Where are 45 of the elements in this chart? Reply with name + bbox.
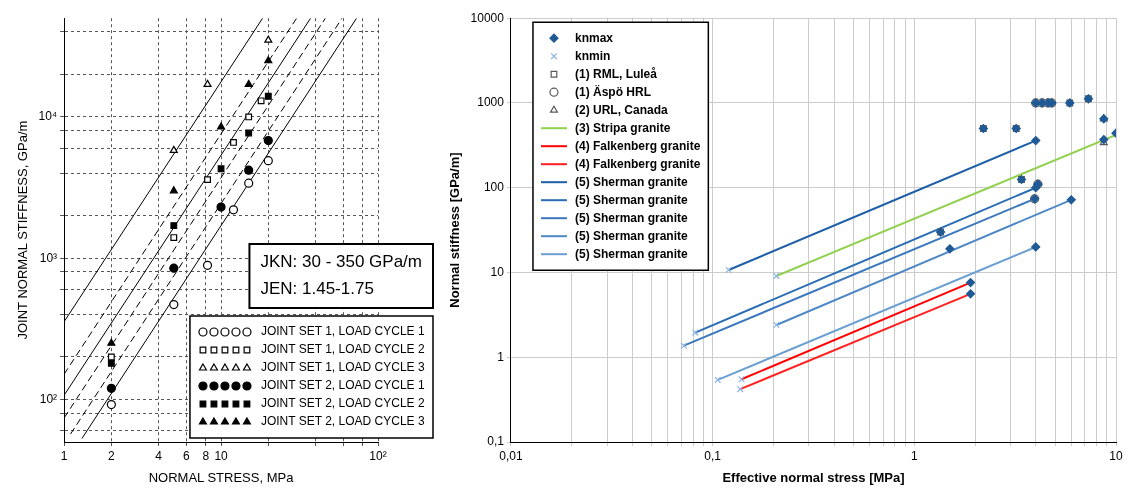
y-tick-label: 10³ — [39, 250, 58, 265]
x-axis-title: Effective normal stress [MPa] — [722, 469, 905, 485]
x-tick-label: 10² — [369, 448, 387, 463]
y-tick-label: 10² — [39, 391, 58, 406]
legend-label: JOINT SET 2, LOAD CYCLE 3 — [260, 414, 425, 429]
x-tick-label: 10 — [214, 448, 229, 463]
legend-label: (5) Sherman granite — [574, 192, 688, 207]
legend-label: knmax — [574, 30, 614, 45]
legend-label: knmin — [574, 48, 611, 63]
y-tick-label: 10 — [490, 264, 505, 279]
x-tick-label: 1 — [60, 448, 68, 463]
y-tick-label: 0,1 — [487, 434, 505, 449]
legend-label: JOINT SET 1, LOAD CYCLE 2 — [260, 342, 425, 357]
x-axis-title: NORMAL STRESS, MPa — [148, 469, 295, 485]
x-tick-label: 0,1 — [704, 448, 722, 463]
y-axis-title: JOINT NORMAL STIFFNESS, GPa/m — [15, 120, 31, 340]
x-tick-label: 2 — [108, 448, 116, 463]
legend-label: (3) Stripa granite — [574, 120, 671, 135]
legend-label: (5) Sherman granite — [574, 246, 688, 261]
x-tick-label: 6 — [182, 448, 190, 463]
annotation: JEN: 1.45-1.75 — [260, 279, 374, 299]
y-tick-label: 10000 — [470, 10, 505, 25]
y-tick-label: 1 — [497, 349, 505, 364]
x-tick-label: 8 — [202, 448, 210, 463]
y-tick-label: 10⁴ — [38, 109, 58, 124]
y-tick-label: 100 — [483, 180, 505, 195]
x-tick-label: 1 — [910, 448, 918, 463]
legend-label: (5) Sherman granite — [574, 228, 688, 243]
x-tick-label: 10 — [1109, 448, 1123, 463]
y-axis-title: Normal stiffness [GPa/m] — [447, 152, 463, 308]
legend-label: (2) URL, Canada — [574, 102, 668, 117]
x-tick-label: 0,01 — [499, 448, 523, 463]
legend-label: JOINT SET 2, LOAD CYCLE 2 — [260, 396, 425, 411]
legend-label: (1) Äspö HRL — [574, 83, 651, 99]
legend-label: (5) Sherman granite — [574, 174, 688, 189]
legend-label: JOINT SET 1, LOAD CYCLE 3 — [260, 360, 425, 375]
x-tick-label: 4 — [155, 448, 163, 463]
y-tick-label: 1000 — [477, 95, 505, 110]
legend-label: (5) Sherman granite — [574, 210, 688, 225]
legend-label: (4) Falkenberg granite — [574, 156, 701, 171]
legend-label: JOINT SET 1, LOAD CYCLE 1 — [260, 324, 425, 339]
legend-label: (4) Falkenberg granite — [574, 138, 701, 153]
legend-label: JOINT SET 2, LOAD CYCLE 1 — [260, 378, 425, 393]
legend-label: (1) RML, Luleå — [574, 66, 658, 81]
annotation: JKN: 30 - 350 GPa/m — [260, 252, 423, 272]
